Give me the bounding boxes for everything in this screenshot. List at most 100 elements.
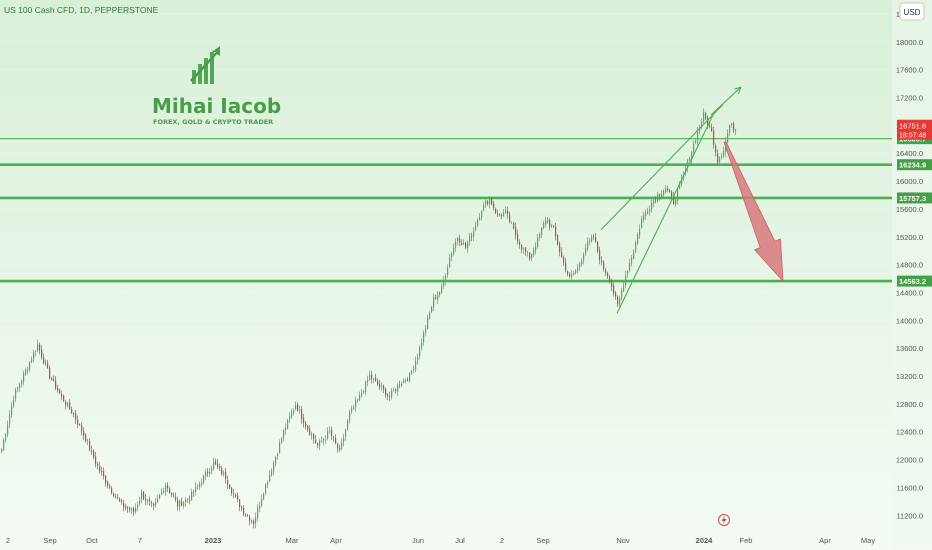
- candle-body: [19, 384, 21, 388]
- candle-body: [15, 390, 17, 400]
- candle-body: [511, 222, 513, 224]
- candle-body: [403, 380, 405, 383]
- candle-body: [397, 384, 399, 392]
- candle-body: [163, 490, 165, 493]
- candle-body: [263, 494, 265, 500]
- bearish-projection-arrow[interactable]: [723, 141, 784, 283]
- price-labels: 16608.716234.915757.314563.216751.618:07…: [897, 119, 932, 287]
- candle-body: [629, 262, 631, 271]
- candle-body: [89, 440, 91, 450]
- candle-body: [707, 117, 709, 126]
- candle-body: [643, 214, 645, 220]
- flash-event-icon[interactable]: [718, 514, 730, 526]
- candle-body: [717, 152, 719, 163]
- candle-body: [459, 238, 461, 243]
- candle-body: [389, 396, 391, 398]
- candle-body: [519, 242, 521, 245]
- candle-body: [587, 241, 589, 249]
- candle-body: [197, 485, 199, 487]
- candle-body: [57, 387, 59, 391]
- candle-body: [69, 402, 71, 409]
- candle-body: [113, 493, 115, 497]
- trend-drawings[interactable]: [600, 86, 784, 314]
- projection-arrow-line[interactable]: [710, 86, 742, 116]
- candle-body: [457, 237, 459, 242]
- price-axis[interactable]: 18400.018000.017600.017200.016800.016400…: [892, 0, 932, 550]
- candle-body: [267, 482, 269, 486]
- candle-body: [671, 191, 673, 197]
- candle-body: [247, 515, 249, 517]
- candle-body: [363, 391, 365, 393]
- candle-body: [353, 407, 355, 410]
- candle-body: [23, 373, 25, 382]
- candle-body: [59, 389, 61, 394]
- y-tick-label: 14800.0: [896, 261, 923, 270]
- candle-body: [577, 267, 579, 271]
- candle-body: [201, 482, 203, 484]
- currency-button[interactable]: USD: [899, 2, 925, 21]
- candle-body: [305, 422, 307, 427]
- countdown-label: 18:07:48: [899, 133, 926, 140]
- candle-body: [369, 375, 371, 380]
- candle-body: [523, 248, 525, 250]
- candle-body: [455, 241, 457, 248]
- candle-body: [53, 378, 55, 381]
- candle-body: [83, 431, 85, 436]
- candle-body: [533, 250, 535, 255]
- candle-body: [619, 297, 621, 305]
- candle-body: [219, 466, 221, 468]
- candle-body: [179, 500, 181, 507]
- candle-body: [303, 418, 305, 424]
- candle-body: [615, 292, 617, 297]
- candle-body: [55, 380, 57, 389]
- candle-body: [359, 394, 361, 401]
- candle-body: [583, 254, 585, 261]
- x-tick-label: Jun: [412, 536, 424, 545]
- candle-body: [673, 196, 675, 205]
- candle-body: [507, 210, 509, 214]
- symbol-title[interactable]: US 100 Cash CFD, 1D, PEPPERSTONE: [4, 5, 159, 15]
- candle-body: [141, 492, 143, 500]
- candle-body: [711, 127, 713, 132]
- candle-body: [43, 357, 45, 364]
- level-price-label: 14563.2: [899, 277, 926, 286]
- candle-body: [231, 487, 233, 494]
- time-axis[interactable]: 2 Sep Oct 7 2023 Mar Apr Jun Jul 2 Sep Nov 2024 Feb Ap…: [6, 536, 875, 545]
- candle-body: [453, 247, 455, 254]
- candle-body: [81, 425, 83, 432]
- candle-body: [351, 408, 353, 412]
- candle-body: [601, 260, 603, 263]
- candle-body: [723, 151, 725, 156]
- candle-body: [569, 273, 571, 277]
- candle-body: [675, 199, 677, 206]
- candle-body: [259, 505, 261, 509]
- candle-body: [447, 267, 449, 275]
- y-tick-label: 12400.0: [896, 428, 923, 437]
- candle-body: [17, 387, 19, 390]
- candle-body: [641, 218, 643, 228]
- candle-body: [525, 247, 527, 252]
- candle-body: [733, 123, 735, 131]
- candle-body: [79, 424, 81, 425]
- channel-upper-line[interactable]: [600, 104, 724, 231]
- candle-body: [125, 506, 127, 508]
- y-tick-label: 13200.0: [896, 372, 923, 381]
- candle-body: [591, 236, 593, 242]
- candle-body: [575, 270, 577, 274]
- candle-body: [667, 188, 669, 191]
- candle-body: [9, 414, 11, 425]
- candle-body: [127, 507, 129, 509]
- candle-body: [165, 485, 167, 492]
- candle-body: [311, 434, 313, 436]
- candle-body: [439, 292, 441, 295]
- channel-lower-line[interactable]: [616, 114, 714, 314]
- candle-body: [45, 362, 47, 364]
- candle-body: [285, 428, 287, 431]
- candle-body: [29, 362, 31, 370]
- candle-body: [107, 481, 109, 486]
- candle-body: [623, 285, 625, 292]
- candle-body: [555, 227, 557, 237]
- candle-body: [241, 507, 243, 509]
